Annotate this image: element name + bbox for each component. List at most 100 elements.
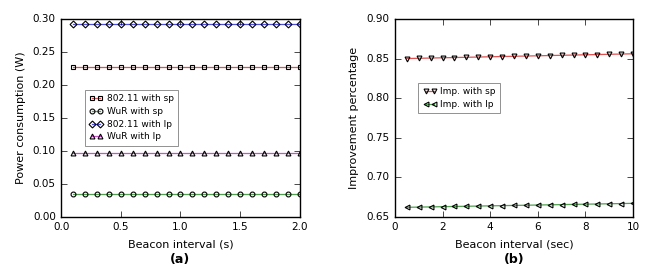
802.11 with sp (213, 66, 220, 69)
WuR with sp (200, 193, 208, 196)
Imp. with lp (474, 204, 482, 208)
802.11 with lp (93, 22, 101, 26)
802.11 with lp (236, 22, 244, 26)
802.11 with lp (165, 22, 172, 26)
802.11 with sp (189, 66, 196, 69)
802.11 with sp (105, 66, 113, 69)
Imp. with sp (474, 55, 482, 59)
WuR with lp (272, 151, 280, 154)
WuR with lp (117, 151, 125, 154)
802.11 with sp (81, 66, 89, 69)
Imp. with lp (534, 204, 542, 207)
Imp. with lp (463, 205, 470, 208)
Legend: 802.11 with sp, WuR with sp, 802.11 with lp, WuR with lp: 802.11 with sp, WuR with sp, 802.11 with… (85, 90, 178, 146)
WuR with lp (105, 151, 113, 154)
802.11 with lp (176, 22, 184, 26)
802.11 with sp (129, 66, 137, 69)
Imp. with lp (594, 202, 601, 206)
802.11 with lp (272, 22, 280, 26)
802.11 with sp (200, 66, 208, 69)
Text: (a): (a) (171, 253, 191, 266)
Imp. with sp (581, 53, 589, 56)
802.11 with lp (117, 22, 125, 26)
Imp. with sp (557, 54, 565, 57)
802.11 with lp (69, 22, 77, 26)
WuR with sp (272, 193, 280, 196)
Imp. with lp (522, 204, 530, 207)
WuR with lp (224, 151, 232, 154)
Imp. with lp (415, 205, 422, 209)
Line: WuR with lp: WuR with lp (71, 150, 302, 155)
Imp. with lp (581, 202, 589, 206)
802.11 with sp (141, 66, 149, 69)
Imp. with lp (510, 204, 518, 207)
802.11 with lp (153, 22, 161, 26)
WuR with lp (200, 151, 208, 154)
Imp. with sp (427, 56, 435, 60)
Imp. with sp (618, 52, 625, 56)
Imp. with sp (486, 55, 494, 59)
X-axis label: Beacon interval (sec): Beacon interval (sec) (455, 239, 573, 249)
WuR with lp (141, 151, 149, 154)
WuR with sp (105, 193, 113, 196)
X-axis label: Beacon interval (s): Beacon interval (s) (128, 239, 233, 249)
WuR with sp (236, 193, 244, 196)
Imp. with sp (498, 55, 506, 58)
802.11 with sp (224, 66, 232, 69)
WuR with lp (260, 151, 267, 154)
Line: 802.11 with lp: 802.11 with lp (71, 22, 302, 27)
Imp. with lp (629, 202, 637, 205)
WuR with sp (284, 193, 291, 196)
WuR with sp (165, 193, 172, 196)
Imp. with sp (403, 57, 411, 60)
Imp. with lp (450, 205, 458, 208)
WuR with lp (153, 151, 161, 154)
Imp. with sp (510, 55, 518, 58)
802.11 with sp (176, 66, 184, 69)
802.11 with sp (69, 66, 77, 69)
WuR with lp (189, 151, 196, 154)
Imp. with sp (546, 54, 554, 57)
Legend: Imp. with sp, Imp. with lp: Imp. with sp, Imp. with lp (419, 83, 500, 114)
WuR with sp (296, 193, 304, 196)
Imp. with lp (618, 202, 625, 205)
WuR with sp (260, 193, 267, 196)
WuR with lp (176, 151, 184, 154)
Imp. with sp (629, 52, 637, 55)
802.11 with lp (105, 22, 113, 26)
WuR with lp (296, 151, 304, 154)
WuR with lp (165, 151, 172, 154)
802.11 with lp (200, 22, 208, 26)
802.11 with lp (141, 22, 149, 26)
Y-axis label: Improvement percentage: Improvement percentage (349, 47, 359, 189)
802.11 with sp (236, 66, 244, 69)
WuR with lp (129, 151, 137, 154)
WuR with sp (248, 193, 256, 196)
WuR with sp (69, 193, 77, 196)
802.11 with sp (260, 66, 267, 69)
WuR with sp (117, 193, 125, 196)
Imp. with lp (439, 205, 446, 208)
802.11 with sp (296, 66, 304, 69)
802.11 with lp (260, 22, 267, 26)
Text: (b): (b) (504, 253, 525, 266)
WuR with sp (176, 193, 184, 196)
WuR with sp (224, 193, 232, 196)
Imp. with sp (415, 57, 422, 60)
802.11 with lp (248, 22, 256, 26)
WuR with sp (93, 193, 101, 196)
Imp. with sp (522, 54, 530, 58)
Imp. with lp (546, 203, 554, 207)
Imp. with sp (605, 53, 613, 56)
Imp. with lp (486, 204, 494, 208)
Line: 802.11 with sp: 802.11 with sp (71, 65, 302, 70)
Imp. with lp (498, 204, 506, 207)
WuR with lp (236, 151, 244, 154)
Imp. with sp (463, 56, 470, 59)
Line: Imp. with lp: Imp. with lp (404, 201, 636, 210)
WuR with lp (69, 151, 77, 154)
WuR with sp (153, 193, 161, 196)
Imp. with lp (605, 202, 613, 205)
Imp. with sp (570, 53, 578, 57)
802.11 with lp (81, 22, 89, 26)
